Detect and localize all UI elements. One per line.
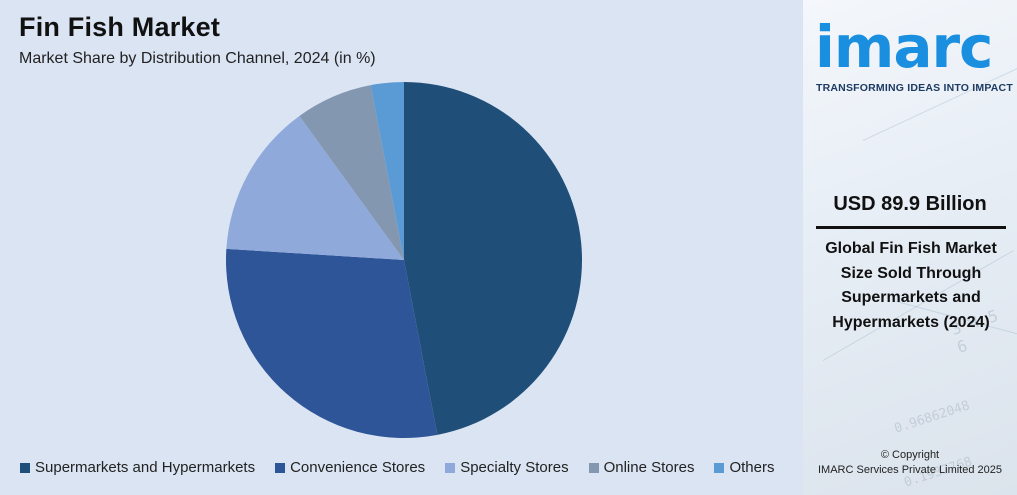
legend-item: Online Stores bbox=[588, 459, 695, 476]
stat-description: Global Fin Fish Market Size Sold Through… bbox=[825, 240, 997, 331]
pie-slice-convenience-stores bbox=[225, 248, 438, 439]
legend-item: Specialty Stores bbox=[445, 459, 569, 476]
pie-slice-specialty-stores bbox=[226, 115, 404, 261]
legend-swatch bbox=[20, 462, 30, 473]
chart-panel: Fin Fish Market Market Share by Distribu… bbox=[0, 0, 803, 495]
legend-label: Online Stores bbox=[603, 459, 695, 476]
legend-label: Supermarkets and Hypermarkets bbox=[35, 459, 256, 476]
stat-value: USD 89.9 Billion bbox=[833, 193, 987, 215]
pie-slice-others bbox=[370, 82, 404, 260]
legend-item: Convenience Stores bbox=[275, 459, 425, 476]
legend-label: Specialty Stores bbox=[460, 459, 569, 476]
copyright-line-2: IMARC Services Private Limited 2025 bbox=[817, 464, 1002, 476]
chart-legend: Supermarkets and Hypermarkets Convenience… bbox=[20, 459, 774, 476]
chart-title: Fin Fish Market bbox=[19, 12, 221, 42]
legend-label: Others bbox=[729, 459, 775, 476]
legend-item: Supermarkets and Hypermarkets bbox=[20, 459, 255, 476]
legend-item: Others bbox=[714, 459, 774, 476]
legend-swatch bbox=[445, 462, 456, 473]
copyright-notice: © Copyright IMARC Services Private Limit… bbox=[803, 448, 1017, 478]
sidebar: 0.96862048 0.1937768 3 4 5 6 imarc TRANS… bbox=[803, 0, 1017, 495]
decorative-number: 0.96862048 bbox=[892, 398, 972, 437]
logo-tagline: TRANSFORMING IDEAS INTO IMPACT bbox=[816, 82, 1013, 94]
pie-slice-supermarkets-and-hypermarkets bbox=[404, 82, 583, 435]
chart-subtitle: Market Share by Distribution Channel, 20… bbox=[19, 50, 376, 67]
legend-swatch bbox=[714, 462, 725, 473]
copyright-line-1: © Copyright bbox=[880, 449, 940, 461]
legend-swatch bbox=[275, 462, 286, 473]
legend-swatch bbox=[588, 462, 599, 473]
stat-divider bbox=[816, 226, 1006, 229]
pie-chart bbox=[225, 82, 583, 439]
imarc-logo: imarc bbox=[815, 13, 993, 81]
pie-slice-online-stores bbox=[299, 85, 404, 261]
legend-label: Convenience Stores bbox=[290, 459, 426, 476]
